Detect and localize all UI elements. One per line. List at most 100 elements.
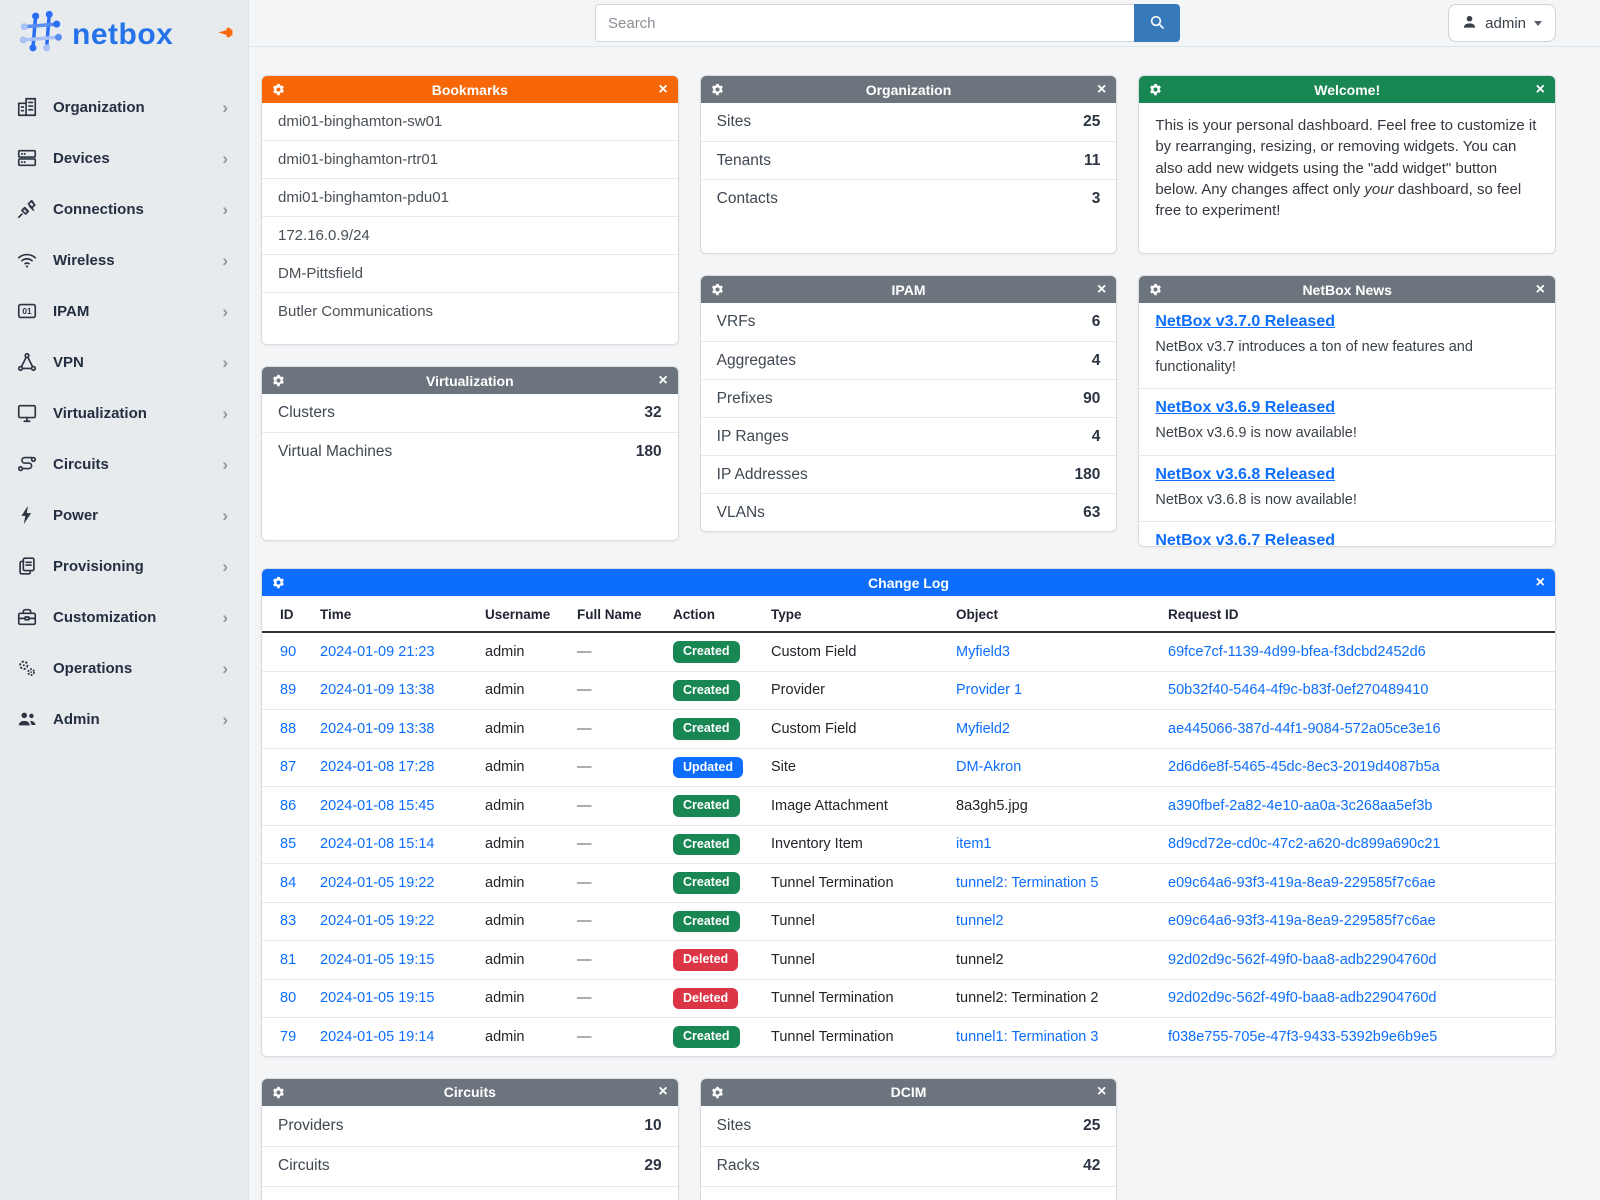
change-time-link[interactable]: 2024-01-08 15:14 bbox=[320, 836, 435, 853]
change-id-link[interactable]: 81 bbox=[280, 951, 297, 968]
sidebar-item-provisioning[interactable]: Provisioning › bbox=[0, 542, 248, 590]
change-object-link[interactable]: tunnel2: Termination 2 bbox=[956, 990, 1099, 1007]
sidebar-item-connections[interactable]: Connections › bbox=[0, 185, 248, 233]
request-id-link[interactable]: 92d02d9c-562f-49f0-baa8-adb22904760d bbox=[1168, 951, 1437, 968]
stat-value[interactable]: 4 bbox=[1091, 351, 1101, 369]
close-icon[interactable]: × bbox=[1097, 80, 1107, 98]
stat-label[interactable]: Aggregates bbox=[716, 351, 796, 369]
change-object-link[interactable]: Myfield3 bbox=[956, 643, 1010, 660]
gear-icon[interactable] bbox=[272, 374, 285, 387]
stat-label[interactable]: Providers bbox=[278, 1116, 344, 1134]
request-id-link[interactable]: e09c64a6-93f3-419a-8ea9-229585f7c6ae bbox=[1168, 913, 1436, 930]
bookmark-item[interactable]: dmi01-binghamton-pdu01 bbox=[262, 178, 678, 216]
change-id-link[interactable]: 86 bbox=[280, 797, 297, 814]
sidebar-item-ipam[interactable]: 01 IPAM › bbox=[0, 287, 248, 335]
change-time-link[interactable]: 2024-01-05 19:14 bbox=[320, 1028, 435, 1045]
change-id-link[interactable]: 90 bbox=[280, 643, 297, 660]
search-input[interactable] bbox=[595, 4, 1134, 42]
change-object-link[interactable]: tunnel2 bbox=[956, 913, 1004, 930]
sidebar-item-circuits[interactable]: Circuits › bbox=[0, 440, 248, 488]
stat-label[interactable]: Sites bbox=[716, 113, 752, 130]
request-id-link[interactable]: 69fce7cf-1139-4d99-bfea-f3dcbd2452d6 bbox=[1168, 643, 1426, 660]
gear-icon[interactable] bbox=[1149, 83, 1162, 96]
stat-value[interactable]: 42 bbox=[1083, 1157, 1101, 1174]
change-id-link[interactable]: 80 bbox=[280, 990, 297, 1007]
change-object-link[interactable]: tunnel1: Termination 3 bbox=[956, 1028, 1099, 1045]
close-icon[interactable]: × bbox=[658, 80, 668, 98]
stat-label[interactable]: Racks bbox=[716, 1157, 760, 1174]
close-icon[interactable]: × bbox=[658, 371, 668, 389]
close-icon[interactable]: × bbox=[1097, 280, 1107, 298]
stat-label[interactable]: Circuits bbox=[278, 1157, 330, 1174]
change-id-link[interactable]: 84 bbox=[280, 874, 297, 891]
change-object-link[interactable]: 8a3gh5.jpg bbox=[956, 797, 1028, 814]
stat-label[interactable]: VRFs bbox=[716, 313, 756, 330]
request-id-link[interactable]: e09c64a6-93f3-419a-8ea9-229585f7c6ae bbox=[1168, 874, 1436, 891]
sidebar-item-organization[interactable]: Organization › bbox=[0, 83, 248, 131]
stat-label[interactable]: Sites bbox=[716, 1116, 752, 1134]
close-icon[interactable]: × bbox=[1535, 80, 1546, 98]
change-id-link[interactable]: 89 bbox=[280, 682, 297, 699]
stat-value[interactable]: 25 bbox=[1083, 1116, 1101, 1134]
sidebar-item-vpn[interactable]: VPN › bbox=[0, 338, 248, 386]
stat-label[interactable]: IP Ranges bbox=[716, 427, 789, 445]
change-time-link[interactable]: 2024-01-08 15:45 bbox=[320, 797, 435, 814]
stat-label[interactable]: VLANs bbox=[716, 503, 765, 521]
gear-icon[interactable] bbox=[711, 83, 724, 96]
stat-value[interactable]: 3 bbox=[1091, 189, 1101, 207]
stat-label[interactable]: Virtual Machines bbox=[278, 442, 393, 460]
stat-value[interactable]: 90 bbox=[1083, 389, 1101, 407]
sidebar-item-virtualization[interactable]: Virtualization › bbox=[0, 389, 248, 437]
search-button[interactable] bbox=[1134, 4, 1180, 42]
change-object-link[interactable]: Myfield2 bbox=[956, 720, 1010, 737]
news-link[interactable]: NetBox v3.6.7 Released bbox=[1155, 532, 1335, 546]
stat-value[interactable]: 10 bbox=[644, 1116, 662, 1134]
bookmark-item[interactable]: dmi01-binghamton-rtr01 bbox=[262, 140, 678, 178]
close-icon[interactable]: × bbox=[1535, 573, 1545, 591]
request-id-link[interactable]: 8d9cd72e-cd0c-47c2-a620-dc899a690c21 bbox=[1168, 836, 1441, 853]
stat-value[interactable]: 4 bbox=[1091, 427, 1101, 445]
change-object-link[interactable]: item1 bbox=[956, 836, 992, 853]
request-id-link[interactable]: 50b32f40-5464-4f9c-b83f-0ef270489410 bbox=[1168, 682, 1429, 699]
change-id-link[interactable]: 87 bbox=[280, 759, 297, 776]
stat-value[interactable]: 180 bbox=[635, 442, 662, 460]
request-id-link[interactable]: 92d02d9c-562f-49f0-baa8-adb22904760d bbox=[1168, 990, 1437, 1007]
user-menu-button[interactable]: admin bbox=[1448, 4, 1556, 42]
sidebar-item-admin[interactable]: Admin › bbox=[0, 695, 248, 743]
change-time-link[interactable]: 2024-01-05 19:15 bbox=[320, 951, 435, 968]
news-link[interactable]: NetBox v3.6.8 Released bbox=[1155, 465, 1335, 483]
close-icon[interactable]: × bbox=[1097, 1083, 1107, 1100]
sidebar-item-operations[interactable]: Operations › bbox=[0, 644, 248, 692]
stat-label[interactable]: Clusters bbox=[278, 404, 335, 421]
gear-icon[interactable] bbox=[272, 83, 285, 96]
change-time-link[interactable]: 2024-01-09 13:38 bbox=[320, 720, 435, 737]
request-id-link[interactable]: 2d6d6e8f-5465-45dc-8ec3-2019d4087b5a bbox=[1168, 759, 1440, 776]
change-id-link[interactable]: 85 bbox=[280, 836, 297, 853]
stat-value[interactable]: 29 bbox=[644, 1157, 662, 1174]
request-id-link[interactable]: ae445066-387d-44f1-9084-572a05ce3e16 bbox=[1168, 720, 1441, 737]
stat-label[interactable]: Prefixes bbox=[716, 389, 773, 407]
news-link[interactable]: NetBox v3.6.9 Released bbox=[1155, 399, 1335, 417]
stat-value[interactable]: 6 bbox=[1091, 313, 1101, 330]
change-time-link[interactable]: 2024-01-09 21:23 bbox=[320, 643, 435, 660]
change-time-link[interactable]: 2024-01-09 13:38 bbox=[320, 682, 435, 699]
close-icon[interactable]: × bbox=[1535, 280, 1546, 298]
change-id-link[interactable]: 83 bbox=[280, 913, 297, 930]
news-link[interactable]: NetBox v3.7.0 Released bbox=[1155, 313, 1335, 330]
change-time-link[interactable]: 2024-01-05 19:22 bbox=[320, 874, 435, 891]
stat-value[interactable]: 180 bbox=[1074, 465, 1101, 483]
bookmark-item[interactable]: DM-Pittsfield bbox=[262, 254, 678, 292]
gear-icon[interactable] bbox=[711, 1086, 724, 1099]
close-icon[interactable]: × bbox=[658, 1083, 668, 1100]
change-object-link[interactable]: tunnel2 bbox=[956, 951, 1004, 968]
stat-value[interactable]: 63 bbox=[1083, 503, 1101, 521]
request-id-link[interactable]: a390fbef-2a82-4e10-aa0a-3c268aa5ef3b bbox=[1168, 797, 1433, 814]
change-time-link[interactable]: 2024-01-05 19:22 bbox=[320, 913, 435, 930]
sidebar-item-wireless[interactable]: Wireless › bbox=[0, 236, 248, 284]
stat-label[interactable]: Contacts bbox=[716, 189, 778, 207]
brand[interactable]: netbox bbox=[0, 0, 248, 83]
change-object-link[interactable]: DM-Akron bbox=[956, 759, 1022, 776]
sidebar-item-devices[interactable]: Devices › bbox=[0, 134, 248, 182]
change-object-link[interactable]: Provider 1 bbox=[956, 682, 1023, 699]
stat-value[interactable]: 25 bbox=[1083, 113, 1101, 130]
